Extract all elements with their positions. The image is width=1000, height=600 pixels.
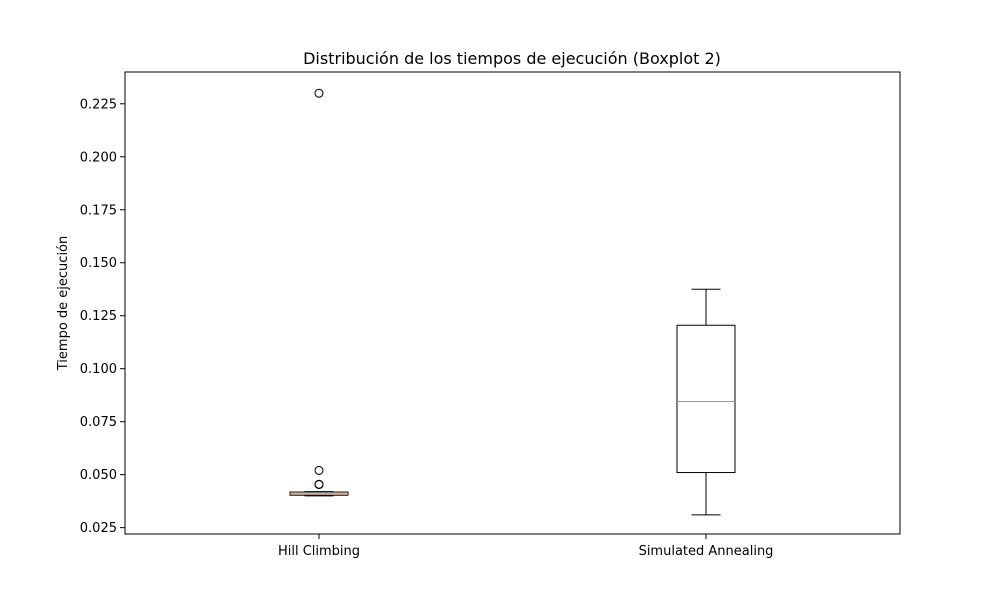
y-tick-label: 0.200: [80, 150, 117, 165]
box-iqr: [676, 324, 736, 474]
box-group: [289, 88, 349, 497]
x-tick-label: Simulated Annealing: [639, 544, 774, 559]
box-group: [676, 288, 736, 516]
outlier-point: [314, 465, 324, 475]
y-tick-label: 0.100: [80, 362, 117, 377]
outlier-point: [314, 88, 324, 98]
x-tick-label: Hill Climbing: [278, 544, 360, 559]
y-tick-label: 0.050: [80, 468, 117, 483]
y-tick-label: 0.025: [80, 521, 117, 536]
plot-area: [289, 88, 736, 516]
y-tick-label: 0.175: [80, 203, 117, 218]
y-tick-label: 0.225: [80, 97, 117, 112]
axes-frame: [124, 71, 901, 535]
y-tick-label: 0.125: [80, 309, 117, 324]
x-axis-ticks: Hill Climbing Simulated Annealing: [278, 534, 773, 559]
y-tick-label: 0.075: [80, 415, 117, 430]
y-axis-label: Tiempo de ejecución: [56, 236, 71, 371]
outlier-point: [314, 479, 324, 489]
y-axis-ticks: 0.025 0.050 0.075 0.100 0.125 0.150 0.175 0.200…: [80, 97, 125, 536]
chart-title: Distribución de los tiempos de ejecución…: [303, 49, 721, 68]
y-tick-label: 0.150: [80, 256, 117, 271]
